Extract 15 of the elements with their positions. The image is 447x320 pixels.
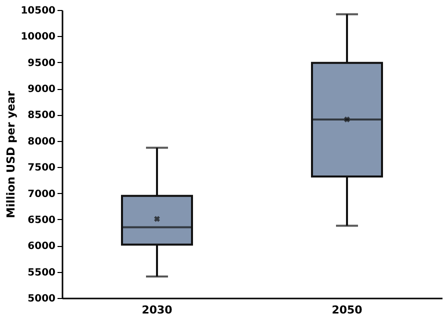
- y-tick-label: 6500: [28, 214, 56, 226]
- y-tick-label: 7500: [28, 162, 56, 174]
- y-tick-label: 7000: [28, 188, 56, 200]
- y-tick-label: 5000: [28, 294, 56, 304]
- x-tick-label: 2030: [142, 304, 173, 316]
- y-tick-label: 9500: [28, 58, 56, 69]
- y-tick-label: 8000: [28, 136, 56, 148]
- y-tick-label: 9000: [28, 84, 56, 96]
- y-tick-label: 6000: [28, 241, 56, 252]
- y-tick-label: 5500: [28, 267, 56, 278]
- y-tick-label: 10000: [20, 32, 56, 43]
- y-tick-label: 10500: [20, 6, 56, 16]
- x-tick-label: 2050: [332, 304, 363, 316]
- y-tick-label: 8500: [28, 110, 56, 122]
- y-axis-title: Million USD per year: [4, 90, 18, 218]
